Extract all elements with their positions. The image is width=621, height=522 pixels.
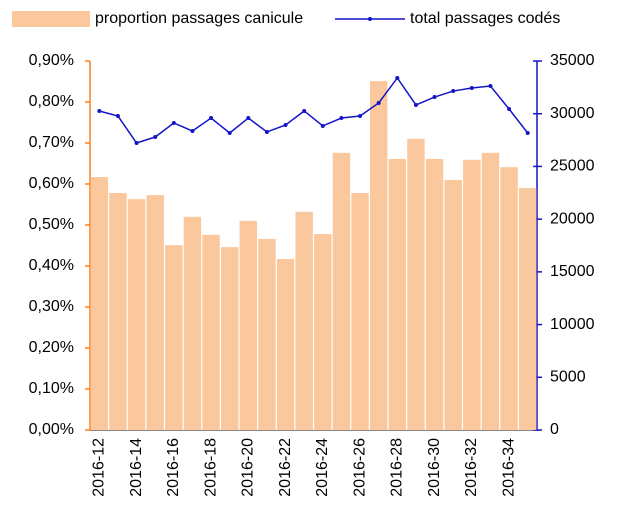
bar <box>202 234 220 430</box>
x-tick-label: 2016-26 <box>351 438 368 497</box>
line-marker <box>153 135 158 140</box>
bar <box>518 188 537 430</box>
y2-tick-label: 20000 <box>550 210 595 227</box>
line-marker <box>376 100 381 105</box>
bar <box>388 158 407 431</box>
y2-tick-label: 5000 <box>550 369 586 386</box>
line-marker <box>115 114 120 119</box>
y-tick-label: 0,80% <box>29 93 74 110</box>
bar <box>407 138 425 430</box>
legend-label: proportion passages canicule <box>95 10 303 27</box>
bar <box>109 193 127 430</box>
line-marker <box>451 89 456 94</box>
bar <box>258 238 276 430</box>
bar <box>369 81 388 430</box>
line-marker <box>395 75 400 80</box>
y-tick-label: 0,20% <box>29 339 74 356</box>
line-marker <box>134 141 139 146</box>
bar <box>444 179 462 430</box>
x-tick-label: 2016-34 <box>500 438 517 497</box>
bar <box>239 220 258 430</box>
line-marker <box>283 122 288 127</box>
y-tick-label: 0,10% <box>29 380 74 397</box>
x-tick-label: 2016-16 <box>165 438 182 497</box>
bar <box>332 152 351 430</box>
bar <box>500 167 518 430</box>
y-tick-label: 0,40% <box>29 257 74 274</box>
y2-tick-label: 15000 <box>550 263 595 280</box>
bar <box>127 199 146 430</box>
bar <box>165 245 183 430</box>
y2-tick-label: 30000 <box>550 105 595 122</box>
line-marker <box>525 131 530 136</box>
bar <box>463 159 481 430</box>
x-tick-label: 2016-22 <box>277 438 294 497</box>
line-marker <box>339 116 344 121</box>
line <box>99 76 529 144</box>
x-tick-label: 2016-14 <box>128 438 145 497</box>
x-tick-label: 2016-20 <box>240 438 257 497</box>
y2-tick-label: 10000 <box>550 316 595 333</box>
line-marker <box>264 129 269 134</box>
bar <box>481 152 500 430</box>
legend-label: total passages codés <box>410 10 560 27</box>
line-marker <box>507 106 512 111</box>
bar <box>314 234 332 430</box>
y-tick-label: 0,60% <box>29 175 74 192</box>
y-tick-label: 0,50% <box>29 216 74 233</box>
line-marker <box>469 85 474 90</box>
bar <box>295 211 313 430</box>
y-tick-label: 0,30% <box>29 298 74 315</box>
legend-swatch <box>12 11 90 27</box>
line-marker <box>413 102 418 107</box>
line-marker <box>358 114 363 119</box>
line-marker <box>190 129 195 134</box>
line-marker <box>320 123 325 128</box>
bar <box>220 247 239 430</box>
line-marker <box>209 116 214 121</box>
bar <box>351 193 369 430</box>
y-tick-label: 0,90% <box>29 52 74 69</box>
y-tick-label: 0,70% <box>29 134 74 151</box>
line-marker <box>432 95 437 100</box>
y-tick-label: 0,00% <box>29 421 74 438</box>
legend-swatch <box>368 17 372 21</box>
x-tick-label: 2016-18 <box>202 438 219 497</box>
bar <box>276 259 295 430</box>
bar <box>90 177 109 430</box>
line-marker <box>246 116 251 121</box>
x-tick-label: 2016-28 <box>389 438 406 497</box>
line-marker <box>488 83 493 88</box>
bar <box>146 195 164 430</box>
x-tick-label: 2016-12 <box>91 438 108 497</box>
line-marker <box>171 120 176 125</box>
line-marker <box>227 131 232 136</box>
y2-tick-label: 0 <box>550 421 559 438</box>
x-tick-label: 2016-24 <box>314 438 331 497</box>
x-tick-label: 2016-30 <box>426 438 443 497</box>
y2-tick-label: 35000 <box>550 52 595 69</box>
bar <box>183 216 202 430</box>
y2-tick-label: 25000 <box>550 158 595 175</box>
bar <box>425 158 444 431</box>
line-marker <box>97 108 102 113</box>
x-tick-label: 2016-32 <box>463 438 480 497</box>
line-marker <box>302 108 307 113</box>
